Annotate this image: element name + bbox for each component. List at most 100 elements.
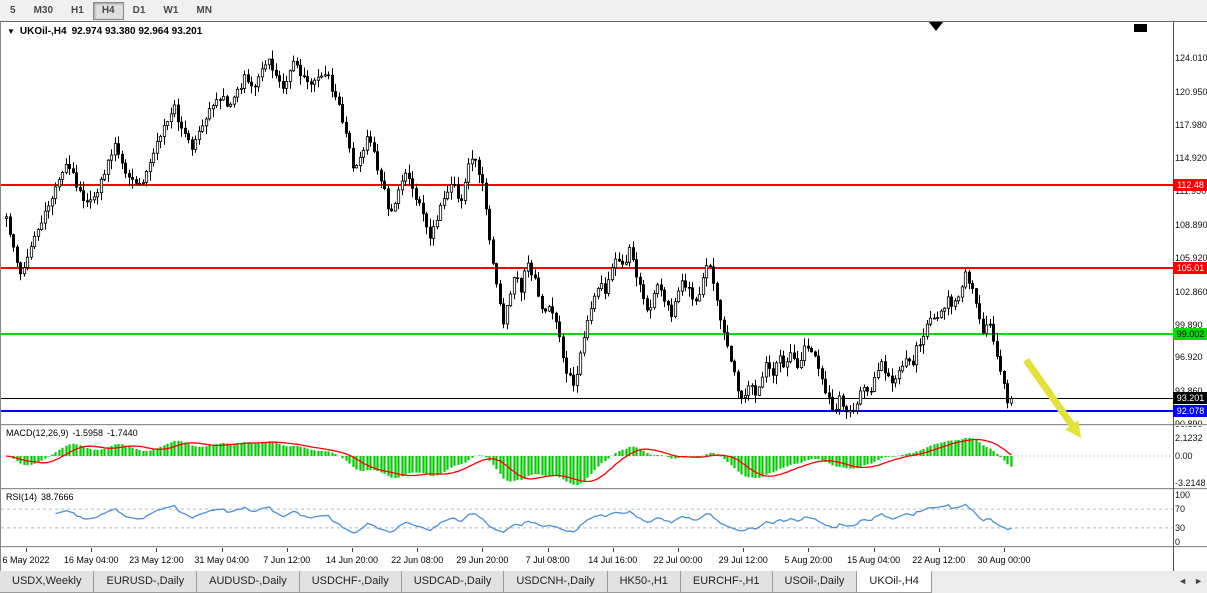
time-axis-label: 7 Jun 12:00 [263,555,311,565]
chart-tab-usdchf-daily[interactable]: USDCHF-,Daily [298,571,402,593]
macd-panel[interactable]: MACD(12,26,9) -1.5958 -1.7440 [1,426,1173,488]
time-axis-tick [352,548,353,552]
arrow-head [1065,420,1081,438]
timeframe-button-mn[interactable]: MN [196,4,212,16]
price-tag-112.48: 112.48 [1173,179,1207,192]
horizontal-line-105.01[interactable] [1,266,1173,269]
panel-separator[interactable] [1,546,1207,548]
rsi-axis: 100 70 30 0 [1175,490,1207,547]
symbol-name: UKOil-,H4 [19,26,67,37]
time-axis-tick [678,548,679,552]
time-axis-label: 30 Aug 00:00 [977,555,1031,565]
time-axis-label: 14 Jul 16:00 [588,555,638,565]
horizontal-line-93.201[interactable] [1,397,1173,399]
macd-axis-label: 2.1232 [1175,433,1203,444]
time-axis-tick [938,548,940,552]
candlestick-plot [4,50,1014,419]
down-arrow-annotation[interactable] [1016,352,1106,462]
chart-ohlc-label: ▼ UKOil-,H4 92.974 93.380 92.964 93.201 [7,26,202,37]
macd-plot [1,437,1173,485]
chart-tab-eurchf-h1[interactable]: EURCHF-,H1 [679,571,773,593]
tab-scroll-left-icon[interactable]: ◄ [1178,576,1188,586]
price-axis-label: 120.950 [1175,86,1207,97]
rsi-name: RSI(14) [6,492,38,502]
macd-axis-label: 0.00 [1175,451,1193,461]
time-axis-tick [221,548,223,552]
price-axis-label: 114.920 [1175,153,1207,164]
time-axis-tick [743,548,745,552]
time-axis-tick [547,548,549,552]
price-tag-105.01: 105.01 [1173,261,1207,274]
time-axis-label: 22 Jun 08:00 [391,555,444,565]
rsi-axis-label: 0 [1175,537,1181,547]
time-axis-tick [286,548,288,552]
chart-window: ▼ UKOil-,H4 92.974 93.380 92.964 93.201 … [0,21,1207,571]
rsi-axis-label: 100 [1175,490,1191,500]
rsi-value: 38.7666 [41,492,74,502]
macd-signal-value: -1.7440 [107,428,138,438]
price-axis-label: 108.890 [1175,220,1207,231]
rsi-panel[interactable]: RSI(14) 38.7666 [1,490,1173,546]
price-tag-99.002: 99.002 [1173,328,1207,341]
price-axis-label: 102.860 [1175,286,1207,297]
chart-tab-eurusd-daily[interactable]: EURUSD-,Daily [93,571,198,593]
price-axis-label: 105.920 [1175,252,1207,263]
price-axis-label: 99.890 [1175,319,1203,330]
horizontal-line-112.48[interactable] [1,184,1173,187]
price-tag-92.078: 92.078 [1173,404,1207,417]
chart-shift-marker [929,22,943,31]
timeframe-toolbar: 5 M30 H1 H4 D1 W1 MN [0,0,1207,21]
time-axis-tick [156,548,158,552]
price-axis-label: 93.860 [1175,386,1203,397]
chart-tab-hk50-h1[interactable]: HK50-,H1 [606,571,681,593]
axis-divider [1173,22,1174,571]
time-axis-label: 29 Jun 20:00 [456,555,509,565]
price-axis-label: 96.920 [1175,352,1203,363]
main-price-chart[interactable]: ▼ UKOil-,H4 92.974 93.380 92.964 93.201 [1,22,1173,424]
chart-tab-usoil-daily[interactable]: USOil-,Daily [771,571,858,593]
chart-tab-audusd-daily[interactable]: AUDUSD-,Daily [196,571,300,593]
time-axis-tick [612,548,614,552]
time-axis-tick [91,548,93,552]
ohlc-values: 92.974 93.380 92.964 93.201 [71,26,203,37]
price-axis-label: 117.980 [1175,119,1207,130]
timeframe-button-5[interactable]: 5 [10,4,16,16]
time-axis-label: 6 May 2022 [2,555,50,565]
chart-tab-usdcnh-daily[interactable]: USDCNH-,Daily [503,571,608,593]
timeframe-button-m30[interactable]: M30 [33,4,54,16]
time-axis-tick [417,548,419,552]
tab-scroll-buttons: ◄ ► [1178,576,1203,586]
time-axis-tick [26,548,27,552]
time-axis-tick [482,548,484,552]
time-axis-label: 31 May 04:00 [194,555,249,565]
rsi-axis-label: 70 [1175,504,1186,515]
rsi-axis-label: 30 [1175,522,1186,533]
timeframe-button-h4[interactable]: H4 [92,1,124,20]
chart-tab-usdcad-daily[interactable]: USDCAD-,Daily [400,571,505,593]
macd-name: MACD(12,26,9) [6,428,69,438]
macd-axis-label: -3.2148 [1175,478,1206,489]
panel-separator[interactable] [1,424,1207,426]
macd-axis: 2.1232 0.00 -3.2148 [1175,426,1207,488]
symbol-dropdown-icon[interactable]: ▼ [7,26,15,36]
price-axis[interactable]: 124.010120.950117.980114.920111.950108.8… [1175,22,1207,429]
time-axis-label: 7 Jul 08:00 [525,555,570,565]
time-axis-label: 22 Aug 12:00 [912,555,966,565]
timeframe-button-d1[interactable]: D1 [132,4,146,16]
chart-tab-usdx-weekly[interactable]: USDX,Weekly [0,571,95,593]
price-axis-label: 124.010 [1175,53,1207,63]
chart-tab-bar: USDX,Weekly EURUSD-,Daily AUDUSD-,Daily USD… [0,570,1207,593]
time-axis-tick [808,548,810,552]
rsi-label: RSI(14) 38.7666 [6,492,78,502]
time-axis-label: 14 Jun 20:00 [325,555,379,565]
tab-scroll-right-icon[interactable]: ► [1194,576,1203,586]
horizontal-line-92.078[interactable] [1,409,1173,412]
timeframe-button-h1[interactable]: H1 [71,4,84,16]
chart-tab-ukoil-h4[interactable]: UKOil-,H4 [856,571,932,593]
panel-separator[interactable] [1,488,1207,490]
time-axis-tick [873,548,875,552]
time-axis-label: 16 May 04:00 [63,555,119,565]
time-axis[interactable]: 6 May 2022 16 May 04:00 23 May 12:00 31 May… [1,548,1207,571]
timeframe-button-w1[interactable]: W1 [163,4,179,16]
